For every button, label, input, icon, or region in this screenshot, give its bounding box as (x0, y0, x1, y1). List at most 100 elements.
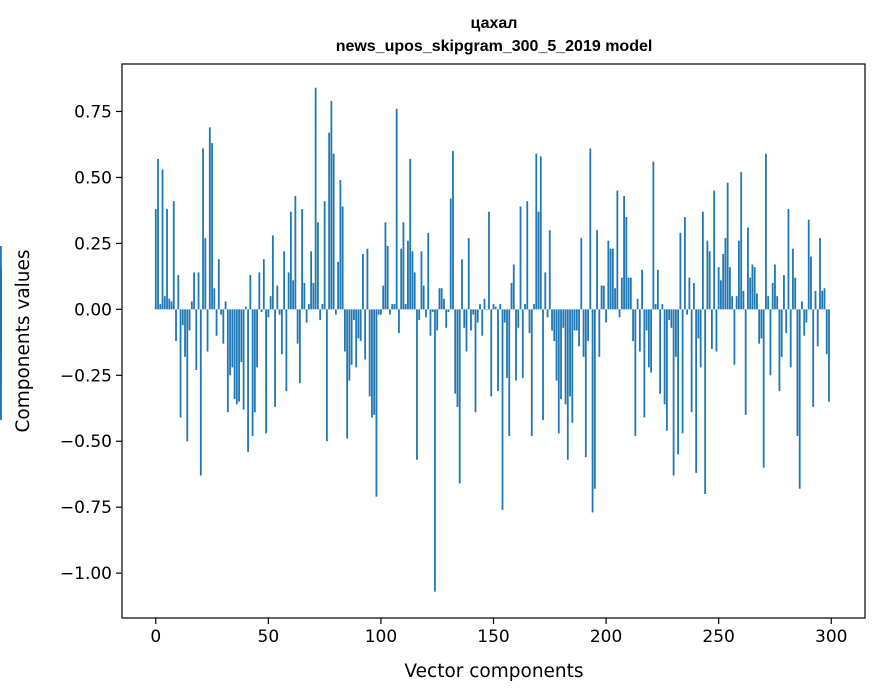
bar (526, 201, 529, 310)
bar (751, 264, 754, 310)
bar (690, 309, 693, 413)
bar (564, 309, 567, 405)
bar (386, 246, 389, 310)
bar (280, 309, 283, 355)
bar (400, 248, 403, 310)
bar (762, 309, 765, 468)
bar (810, 256, 812, 310)
x-axis-label: Vector components (404, 661, 583, 682)
bar (490, 309, 493, 397)
bar (546, 309, 549, 318)
bar (767, 296, 770, 310)
bar (674, 309, 677, 357)
bar (611, 248, 614, 310)
bar (708, 251, 711, 310)
bar (416, 309, 418, 460)
bar (177, 275, 180, 310)
y-tick-label: −0.25 (60, 366, 112, 386)
bar (551, 309, 553, 331)
bar (652, 161, 655, 310)
bar (467, 238, 470, 310)
x-axis-ticks: 0 50 100 150 200 250 300 (150, 618, 847, 647)
bar (560, 309, 562, 400)
bar (391, 304, 394, 310)
bar (753, 267, 756, 310)
bar (472, 309, 475, 315)
plot-area-frame (121, 63, 866, 619)
bar (616, 190, 619, 310)
bar (359, 309, 362, 341)
bar (204, 238, 207, 310)
bar (735, 296, 738, 310)
bar (774, 264, 776, 310)
bar (373, 309, 376, 415)
bar (483, 298, 486, 310)
bar (636, 298, 639, 310)
bar (215, 309, 218, 336)
bar (497, 309, 499, 392)
bar (341, 206, 344, 310)
y-tick-label: 0.00 (74, 300, 112, 320)
bar (542, 309, 544, 421)
bar (515, 309, 517, 381)
bar (679, 232, 682, 310)
bar (598, 309, 601, 357)
bar (805, 309, 808, 323)
bar (503, 309, 506, 323)
bar (629, 277, 632, 310)
bar (812, 309, 815, 407)
bar (384, 222, 387, 310)
bar (407, 240, 409, 310)
bar (596, 230, 598, 310)
bar (276, 285, 279, 310)
bar (715, 309, 718, 352)
bar (501, 309, 504, 510)
bar (310, 251, 313, 310)
bar (816, 309, 819, 347)
bar (479, 304, 481, 310)
bar (251, 309, 254, 436)
bar (575, 309, 578, 331)
bar (366, 248, 369, 310)
bar (337, 261, 340, 310)
bar (530, 309, 533, 436)
bar (758, 309, 761, 344)
bar (476, 309, 479, 323)
bar (319, 309, 322, 320)
bar (393, 304, 396, 310)
bar (184, 309, 186, 357)
bar (350, 309, 353, 365)
bar (578, 309, 580, 347)
bar (605, 309, 607, 323)
bar (382, 285, 385, 310)
bar (289, 211, 292, 310)
bar (659, 309, 662, 394)
bar (683, 217, 686, 310)
bar (654, 304, 657, 310)
bar (650, 309, 653, 373)
bar (620, 277, 623, 310)
bar (298, 309, 301, 384)
bar (740, 172, 743, 310)
bar (600, 285, 603, 310)
bar (440, 288, 443, 310)
bar (395, 108, 398, 310)
bar (699, 309, 702, 368)
bar (602, 285, 605, 310)
bar (744, 309, 747, 415)
bar (519, 206, 522, 310)
bar (760, 309, 763, 339)
bar (458, 309, 461, 484)
bar (409, 158, 412, 310)
bar (587, 309, 589, 341)
bar (166, 209, 168, 310)
bar (566, 309, 569, 460)
bar (163, 296, 166, 310)
y-tick-label: 0.75 (74, 102, 112, 122)
bar (296, 309, 299, 344)
bar (287, 272, 290, 310)
bar (233, 309, 236, 400)
bar (821, 290, 824, 310)
bar (720, 280, 722, 310)
